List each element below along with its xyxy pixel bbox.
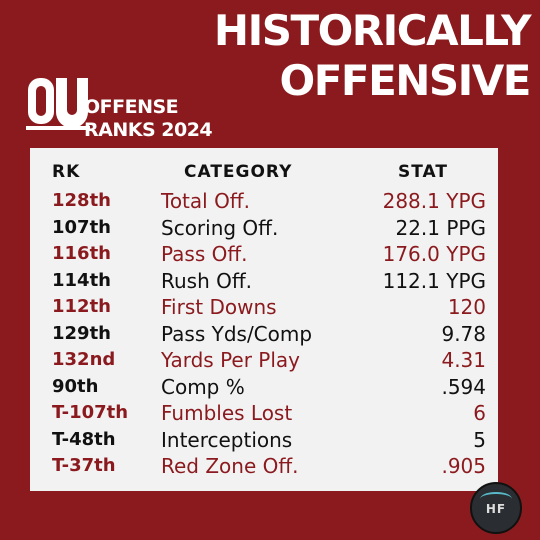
row-rank: 90th [52, 375, 99, 397]
row-rank: 116th [52, 243, 111, 264]
table-row: T-37th Red Zone Off. .905 [30, 453, 498, 479]
headline-line-2: OFFENSIVE [279, 56, 532, 105]
row-stat: .905 [441, 454, 486, 478]
row-stat: .594 [441, 374, 486, 399]
logo-caption-line-1: OFFENSE [84, 96, 179, 118]
badge-text: HF [485, 502, 507, 516]
logo-caption-line-2: RANKS 2024 [84, 119, 213, 141]
row-category: Comp % [161, 374, 245, 399]
row-stat: 120 [447, 295, 486, 319]
row-category: Pass Yds/Comp [161, 321, 313, 346]
table-row: 90th Comp % .594 [30, 374, 498, 400]
table-row: 128th Total Off. 288.1 YPG [30, 188, 498, 214]
table-row: 107th Scoring Off. 22.1 PPG [30, 215, 498, 241]
table-row: T-107th Fumbles Lost 6 [30, 400, 498, 426]
row-stat: 22.1 PPG [395, 215, 486, 240]
row-category: Pass Off. [161, 242, 248, 266]
table-row: T-48th Interceptions 5 [30, 427, 498, 453]
row-category: First Downs [161, 295, 277, 319]
row-rank: 128th [52, 190, 111, 211]
header-category: CATEGORY [184, 162, 293, 182]
table-row: 116th Pass Off. 176.0 YPG [30, 241, 498, 267]
row-category: Total Off. [161, 189, 250, 213]
headline-line-1: HISTORICALLY [213, 6, 532, 55]
table-row: 112th First Downs 120 [30, 294, 498, 320]
row-stat: 288.1 YPG [382, 189, 486, 213]
row-stat: 176.0 YPG [382, 242, 486, 266]
row-rank: 129th [52, 322, 111, 344]
row-rank: T-107th [52, 402, 129, 423]
header-rank: RK [52, 162, 81, 182]
row-rank: 132nd [52, 349, 116, 370]
row-stat: 112.1 YPG [382, 268, 486, 293]
row-rank: T-48th [52, 428, 116, 450]
row-category: Interceptions [161, 427, 293, 452]
table-row: 129th Pass Yds/Comp 9.78 [30, 321, 498, 347]
ou-logo-icon [26, 78, 90, 130]
badge-arc [480, 492, 512, 506]
row-category: Yards Per Play [161, 348, 301, 372]
row-category: Scoring Off. [161, 215, 279, 240]
rankings-table: RK CATEGORY STAT 128th Total Off. 288.1 YP… [30, 148, 498, 491]
table-row: 132nd Yards Per Play 4.31 [30, 347, 498, 373]
row-rank: 107th [52, 216, 111, 238]
hf-badge-icon: HF [470, 482, 522, 534]
row-rank: 112th [52, 296, 111, 317]
row-rank: 114th [52, 269, 111, 291]
header-stat: STAT [398, 162, 448, 182]
row-category: Rush Off. [161, 268, 253, 293]
row-stat: 5 [473, 427, 486, 452]
row-rank: T-37th [52, 455, 116, 476]
headline: HISTORICALLY OFFENSIVE [213, 6, 532, 106]
row-stat: 9.78 [441, 321, 486, 346]
row-category: Fumbles Lost [161, 401, 293, 425]
row-stat: 6 [473, 401, 486, 425]
logo-caption: OFFENSE RANKS 2024 [84, 96, 213, 142]
row-category: Red Zone Off. [161, 454, 299, 478]
table-row: 114th Rush Off. 112.1 YPG [30, 268, 498, 294]
row-stat: 4.31 [441, 348, 486, 372]
